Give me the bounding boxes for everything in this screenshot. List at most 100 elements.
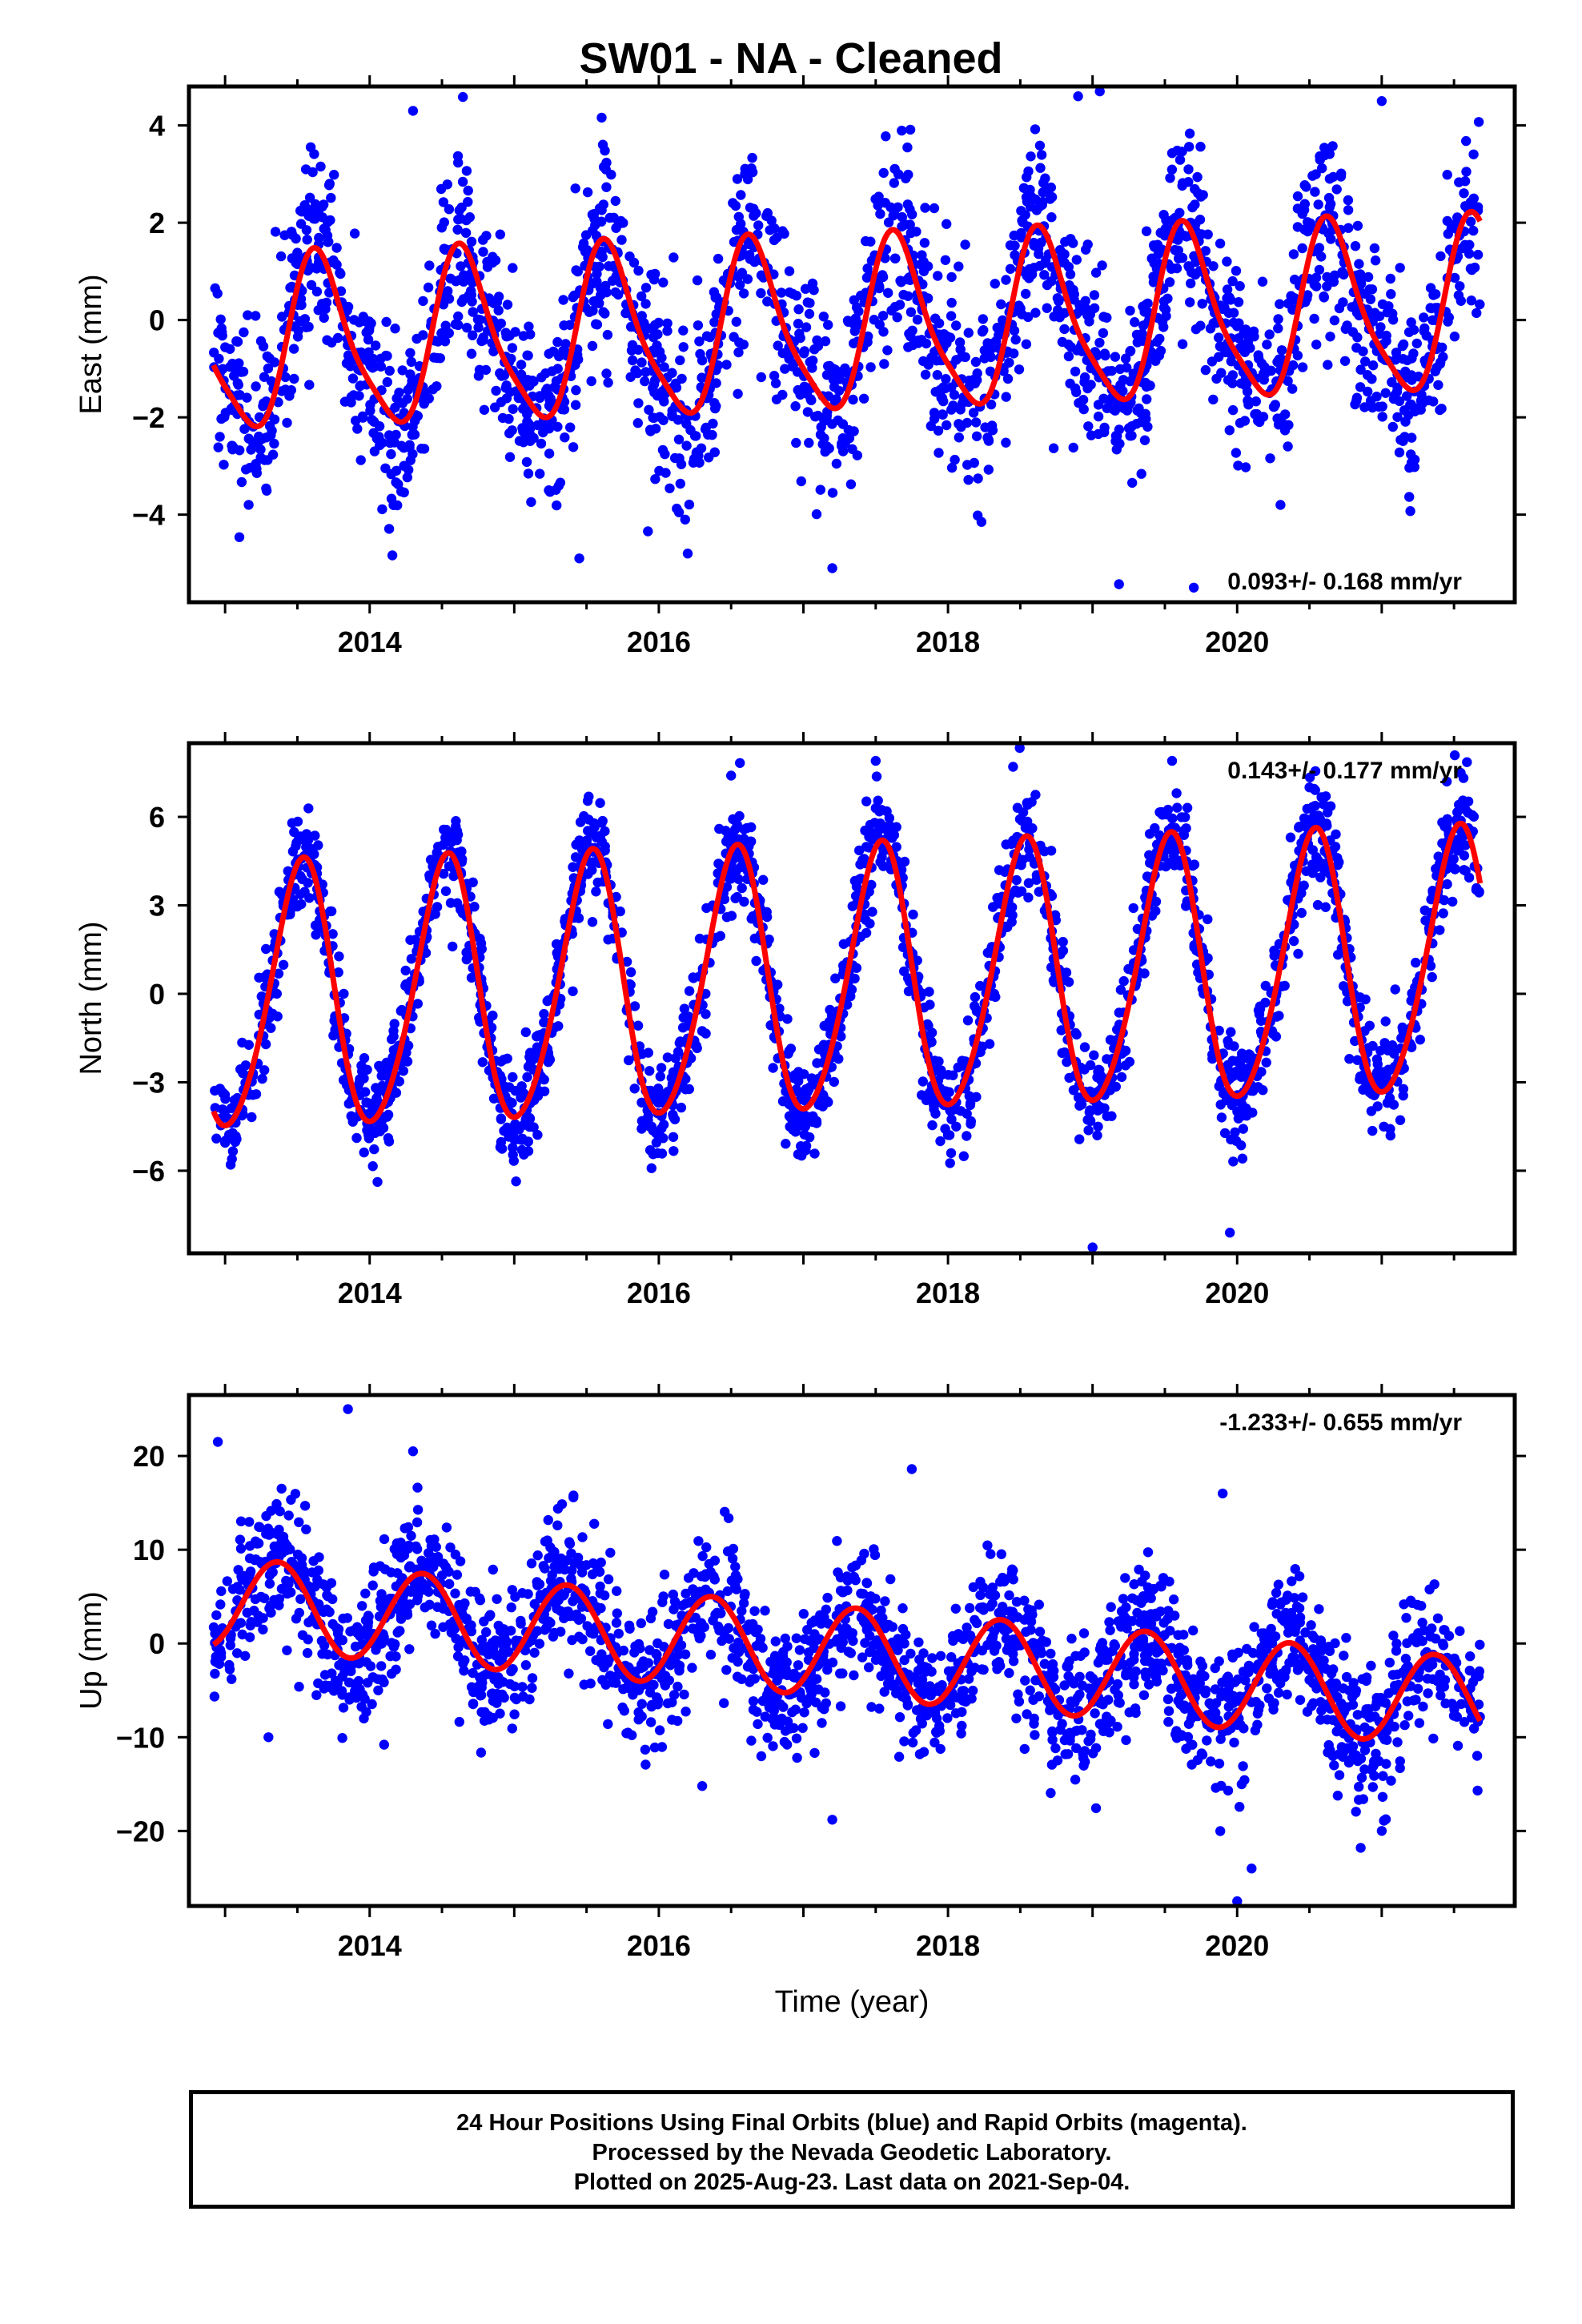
data-point: [615, 906, 625, 917]
data-point: [927, 1120, 938, 1131]
data-point: [837, 446, 849, 456]
data-point: [251, 311, 261, 321]
data-point: [1367, 1125, 1378, 1136]
data-point: [1036, 150, 1047, 160]
data-point: [508, 404, 518, 414]
data-point: [1406, 317, 1416, 328]
data-point: [220, 408, 231, 418]
data-point: [1272, 356, 1283, 368]
data-point: [216, 323, 227, 334]
data-point: [496, 1114, 507, 1124]
data-point: [955, 344, 966, 355]
data-point: [874, 806, 885, 817]
y-tick-label: 0: [149, 304, 165, 337]
data-point: [390, 324, 400, 334]
data-point: [1016, 886, 1027, 897]
data-point: [640, 376, 650, 387]
data-point: [1310, 766, 1321, 777]
data-point: [1102, 1111, 1112, 1122]
data-point: [875, 208, 885, 219]
data-point: [863, 331, 873, 342]
x-tick-label: 2020: [1205, 625, 1269, 658]
data-point: [1355, 382, 1366, 392]
data-point: [1370, 255, 1381, 266]
data-point: [1214, 332, 1224, 343]
data-point: [1276, 345, 1287, 356]
data-point: [1466, 296, 1477, 306]
data-point: [1425, 283, 1436, 293]
data-point: [1324, 149, 1335, 159]
data-point: [408, 421, 418, 432]
data-point: [412, 999, 423, 1009]
data-point: [571, 385, 581, 396]
data-point: [1285, 832, 1296, 842]
data-point: [1283, 376, 1293, 386]
data-point: [604, 212, 615, 223]
data-point: [670, 1053, 681, 1063]
data-point: [1139, 414, 1150, 424]
data-point: [735, 758, 745, 768]
data-point: [488, 1010, 498, 1021]
data-point: [950, 454, 960, 465]
data-point: [1233, 460, 1243, 471]
data-point: [801, 322, 812, 332]
data-point: [733, 874, 744, 885]
data-point: [1324, 174, 1335, 184]
data-point: [861, 796, 872, 806]
data-point: [273, 968, 284, 979]
data-point: [587, 917, 598, 927]
data-point: [844, 433, 855, 444]
data-point: [1339, 356, 1351, 366]
data-point: [1125, 431, 1135, 441]
data-point: [299, 314, 311, 324]
data-point: [673, 415, 684, 425]
data-point: [238, 366, 249, 377]
data-point: [1225, 1228, 1235, 1238]
data-point: [726, 770, 737, 781]
data-point: [600, 308, 610, 319]
data-point: [1164, 838, 1175, 849]
data-point: [1217, 302, 1228, 312]
data-point: [1243, 396, 1253, 406]
data-point: [1092, 1130, 1102, 1141]
data-point: [257, 1073, 267, 1084]
data-point: [549, 382, 560, 392]
data-point: [1334, 1770, 1345, 1780]
y-tick-label: 6: [149, 801, 165, 834]
data-point: [1367, 402, 1378, 413]
data-point: [1296, 907, 1307, 919]
data-point: [1170, 245, 1181, 255]
data-point: [1256, 358, 1267, 369]
data-point: [934, 448, 944, 458]
data-point: [1022, 312, 1034, 323]
data-point: [708, 418, 718, 429]
y-tick-label: 4: [149, 110, 165, 143]
data-point: [1392, 412, 1403, 422]
data-point: [1320, 861, 1331, 872]
data-point: [351, 1132, 362, 1144]
data-point: [1400, 1654, 1411, 1664]
data-point: [1236, 1072, 1247, 1083]
data-point: [829, 1076, 840, 1088]
data-point: [1177, 339, 1188, 349]
data-point: [1094, 86, 1105, 97]
data-point: [777, 389, 788, 400]
data-point: [1215, 238, 1226, 249]
data-point: [1436, 404, 1447, 414]
data-point: [639, 318, 649, 328]
data-point: [1377, 412, 1387, 422]
data-point: [645, 324, 656, 334]
data-point: [511, 1176, 521, 1187]
data-point: [1307, 845, 1319, 855]
data-point: [917, 1076, 929, 1087]
data-point: [902, 274, 913, 285]
x-tick-label: 2016: [627, 1277, 691, 1309]
data-point: [387, 550, 398, 561]
data-point: [1089, 303, 1100, 313]
data-point: [1035, 163, 1046, 173]
data-point: [644, 404, 654, 415]
data-point: [276, 386, 287, 396]
data-point: [1178, 1630, 1189, 1640]
data-point: [495, 229, 505, 239]
data-point: [1428, 396, 1439, 407]
